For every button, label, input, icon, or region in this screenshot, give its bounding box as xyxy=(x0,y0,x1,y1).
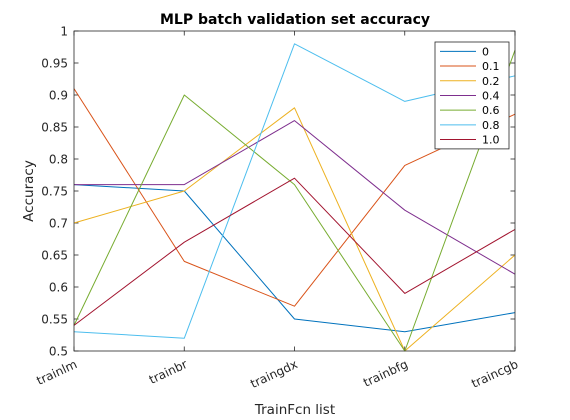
y-tick-label: 0.95 xyxy=(41,57,68,71)
legend-label: 0.8 xyxy=(482,119,500,132)
y-tick-label: 0.7 xyxy=(49,217,68,231)
plot-frame xyxy=(73,30,516,352)
legend-label: 0 xyxy=(482,45,489,58)
series-line xyxy=(73,50,516,352)
y-tick-label: 1 xyxy=(60,25,68,39)
chart-title: MLP batch validation set accuracy xyxy=(160,12,430,28)
y-tick-label: 0.75 xyxy=(41,185,68,199)
legend-label: 0.6 xyxy=(482,104,500,117)
legend-label: 0.1 xyxy=(482,60,500,73)
legend-label: 0.4 xyxy=(482,89,500,102)
y-tick-label: 0.65 xyxy=(41,249,68,263)
x-axis-label: TrainFcn list xyxy=(254,402,335,418)
legend-label: 1.0 xyxy=(482,134,500,147)
series-lines xyxy=(73,43,516,352)
y-tick-label: 0.85 xyxy=(41,121,68,135)
y-tick-label: 0.6 xyxy=(49,281,68,295)
series-line xyxy=(73,107,516,352)
y-tick-label: 0.55 xyxy=(41,313,68,327)
y-tick-label: 0.8 xyxy=(49,153,68,167)
series-line xyxy=(73,184,516,333)
series-line xyxy=(74,120,516,275)
y-axis-label: Accuracy xyxy=(21,160,37,222)
legend: 0 0.1 0.20.4 0.6 0.8 1.0 xyxy=(434,41,510,150)
y-tick-label: 0.9 xyxy=(49,89,68,103)
y-axis-ticks: 0.5 0.55 0.6 0.65 0.7 0.75 0.8 0.85 0.9 0.95 1 xyxy=(41,25,515,359)
legend-label: 0.2 xyxy=(482,75,500,88)
y-tick-label: 0.5 xyxy=(49,345,68,359)
series-line xyxy=(73,177,516,326)
